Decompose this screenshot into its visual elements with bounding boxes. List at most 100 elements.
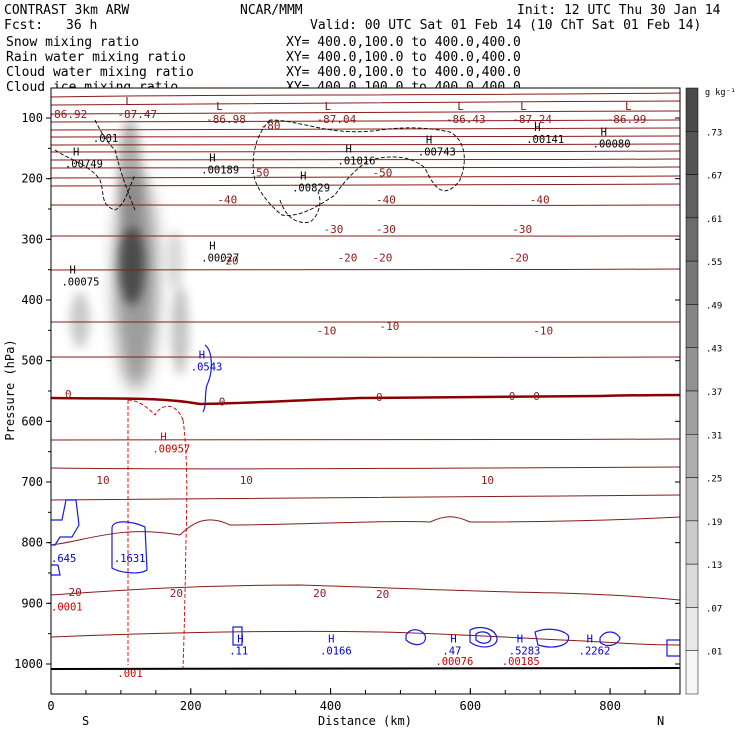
header: CONTRAST 3km ARW NCAR/MMM Init: 12 UTC T… — [4, 3, 721, 33]
extremum-value: .645 — [51, 553, 76, 565]
colorbar-tick-label: .73 — [706, 128, 722, 138]
colorbar-swatch — [685, 477, 699, 522]
x-tick-label: 0 — [47, 699, 54, 713]
cloud-water-contour — [51, 564, 61, 576]
colorbar-tick-label: .07 — [706, 604, 722, 614]
colorbar-tick-label: .13 — [706, 561, 722, 571]
colorbar-swatch — [685, 174, 699, 219]
extremum-value: .2262 — [579, 646, 611, 658]
extremum-value: .11 — [229, 646, 248, 658]
extremum-mark: L — [216, 101, 222, 113]
isotherm-upper — [51, 127, 680, 131]
isotherm-upper — [51, 110, 680, 115]
y-tick-label: 800 — [21, 536, 43, 550]
extremum-mark: H — [237, 634, 243, 646]
isotherm-upper — [51, 92, 680, 98]
extremum-value: .47 — [442, 646, 461, 658]
cloud-ice-contour — [279, 191, 321, 223]
isotherm-20 — [51, 584, 680, 601]
colorbar-swatch — [685, 650, 699, 695]
colorbar-swatch — [685, 260, 699, 305]
cloud-water-contour — [232, 626, 243, 646]
extremum-value: .00027 — [201, 252, 239, 264]
extremum-mark: H — [209, 153, 215, 165]
temperature-label: -87.47 — [117, 108, 157, 121]
colorbar-tick-label: .43 — [706, 345, 722, 355]
temperature-label: -40 — [376, 193, 396, 206]
rain-contour — [127, 399, 184, 421]
extremum-value: .01016 — [338, 155, 376, 167]
extremum-value: .00185 — [502, 656, 540, 668]
plot-background — [51, 88, 680, 694]
temperature-label: 20 — [313, 587, 326, 600]
colorbar-tick-label: .19 — [706, 518, 722, 528]
x-tick-label: 200 — [180, 699, 202, 713]
extremum-mark: H — [73, 146, 79, 158]
extremum-value: .5283 — [509, 646, 541, 658]
colorbar-tick-label: .61 — [706, 215, 722, 225]
init-time: Init: 12 UTC Thu 30 Jan 14 — [517, 3, 721, 18]
extremum-mark: L — [625, 101, 631, 113]
extremum-mark: H — [346, 143, 352, 155]
colorbar-swatch — [685, 390, 699, 435]
temperature-label: -30 — [512, 223, 532, 236]
field-name-rain: Rain water mixing ratio — [6, 50, 186, 65]
colorbar-swatch — [685, 434, 699, 478]
temperature-label: 0 — [509, 390, 516, 403]
colorbar-tick-label: .55 — [706, 258, 722, 268]
temperature-label: 10 — [481, 474, 494, 487]
snow-core-max — [119, 225, 145, 305]
y-tick-label: 200 — [21, 172, 43, 186]
x-tick-label: 800 — [599, 699, 621, 713]
cloud-water-contour — [111, 521, 148, 574]
temperature-label: -86.98 — [206, 113, 246, 126]
temperature-label: -10 — [317, 324, 337, 337]
field-name-snow: Snow mixing ratio — [6, 35, 139, 50]
extremum-value: .00957 — [152, 444, 190, 456]
extremum-value: .00080 — [593, 138, 631, 150]
x-tick-label: 600 — [459, 699, 481, 713]
colorbar-unit: g kg⁻¹ — [705, 88, 736, 98]
colorbar-tick-label: .67 — [706, 172, 722, 182]
temperature-label: 0 — [219, 395, 226, 408]
cloud-ice-contour — [54, 149, 136, 211]
extremum-value: .0166 — [320, 646, 352, 658]
isotherm-zero — [51, 393, 680, 406]
colorbar-tick-label: .25 — [706, 475, 722, 485]
extremum-value: .00749 — [65, 158, 103, 170]
temperature-label: -87.04 — [317, 113, 357, 126]
temperature-label: 20 — [68, 586, 81, 599]
extremum-value: .00075 — [61, 277, 99, 289]
cloud-ice-contour — [94, 119, 136, 211]
colorbar-swatch — [685, 607, 699, 651]
extremum-mark: L — [125, 96, 131, 108]
cloud-water-contour — [51, 499, 80, 546]
extremum-mark: H — [601, 126, 607, 138]
cloud-water-contour — [202, 344, 212, 413]
temperature-label: -20 — [372, 252, 392, 265]
extremum-value: .001 — [117, 668, 142, 680]
isotherm-upper — [51, 119, 680, 123]
extremum-mark: L — [325, 101, 331, 113]
extremum-mark: H — [328, 634, 334, 646]
isotherm-18 — [51, 516, 680, 546]
y-tick-label: 1000 — [14, 657, 43, 671]
cloud-water-contour — [405, 629, 427, 646]
isotherm-upper — [51, 135, 680, 138]
cloud-ice-contours — [54, 119, 465, 223]
temperature-label: -30 — [324, 223, 344, 236]
extremum-value: .00743 — [418, 146, 456, 158]
cloud-water-contours — [51, 344, 680, 657]
extremum-value: .0001 — [51, 601, 83, 613]
temperature-label: 10 — [96, 474, 109, 487]
extremum-value: .00141 — [526, 134, 564, 146]
model-title: CONTRAST 3km ARW — [4, 3, 129, 18]
colorbar-swatch — [685, 520, 699, 565]
temperature-label: 0 — [376, 391, 383, 404]
temperature-label: -30 — [376, 223, 396, 236]
cloud-water-contour — [475, 631, 492, 644]
extremum-mark: H — [587, 634, 593, 646]
x-axis-title: Distance (km) — [318, 714, 412, 728]
